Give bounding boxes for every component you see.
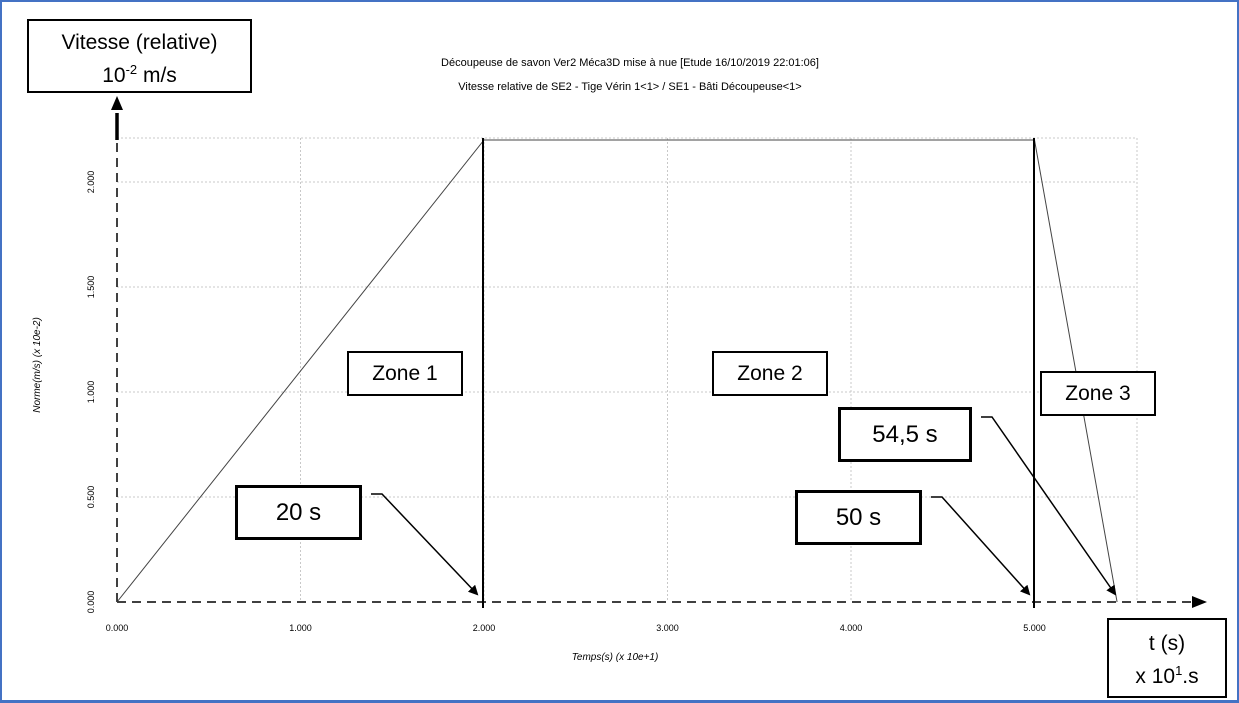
- x-axis-unit-value: x 101.s: [1135, 663, 1199, 688]
- time-label-20s: 20 s: [235, 485, 362, 540]
- callout-arrow-50s: [931, 496, 1031, 596]
- x-axis-arrowhead: [1192, 596, 1207, 608]
- zone-2-label: Zone 2: [712, 351, 828, 396]
- y-tick-labels: 0.000 0.500 1.000 1.500 2.000: [86, 171, 96, 614]
- y-tick-label: 0.500: [86, 486, 96, 509]
- callout-arrow-20s: [371, 493, 479, 596]
- x-tick-label: 4.000: [840, 623, 863, 633]
- x-axis-label: Temps(s) (x 10e+1): [572, 652, 659, 663]
- figure-frame-bottom: [0, 700, 1239, 703]
- y-tick-label: 2.000: [86, 171, 96, 194]
- x-axis-unit-box: t (s) x 101.s: [1107, 618, 1227, 698]
- x-tick-labels: 0.000 1.000 2.000 3.000 4.000 5.000: [106, 623, 1046, 633]
- x-tick-label: 0.000: [106, 623, 129, 633]
- x-tick-label: 2.000: [473, 623, 496, 633]
- y-tick-label: 1.000: [86, 381, 96, 404]
- y-axis-label: Norme(m/s) (x 10e-2): [32, 317, 43, 413]
- y-tick-label: 1.500: [86, 276, 96, 299]
- x-tick-label: 1.000: [289, 623, 312, 633]
- y-axis-unit-value: 10-2 m/s: [102, 62, 177, 87]
- x-axis-unit-title: t (s): [1148, 632, 1186, 655]
- callout-arrow-545s: [981, 416, 1117, 596]
- y-axis-unit-title: Vitesse (relative): [61, 31, 218, 54]
- y-axis-arrowhead: [111, 96, 123, 110]
- y-axis-unit-box: Vitesse (relative) 10-2 m/s: [27, 19, 252, 93]
- y-tick-label: 0.000: [86, 591, 96, 614]
- chart-subtitle: Vitesse relative de SE2 - Tige Vérin 1<1…: [458, 81, 801, 93]
- time-label-50s: 50 s: [795, 490, 922, 545]
- time-label-545s: 54,5 s: [838, 407, 972, 462]
- chart-title: Découpeuse de savon Ver2 Méca3D mise à n…: [441, 57, 819, 69]
- zone-1-label: Zone 1: [347, 351, 463, 396]
- x-tick-label: 5.000: [1023, 623, 1046, 633]
- x-tick-label: 3.000: [656, 623, 679, 633]
- zone-3-label: Zone 3: [1040, 371, 1156, 416]
